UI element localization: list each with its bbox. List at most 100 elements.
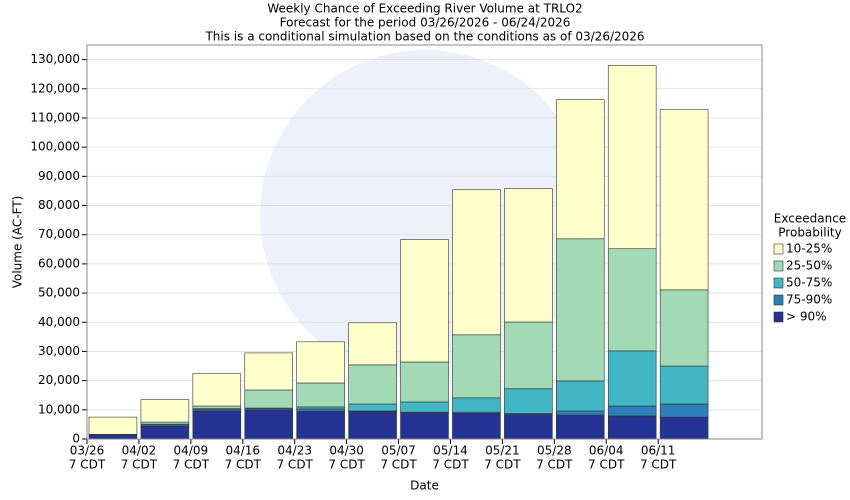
bar-segment <box>296 410 345 440</box>
bar-segment <box>348 322 397 366</box>
bar-segment <box>192 373 242 407</box>
bar-segment <box>504 188 553 323</box>
legend-label: > 90% <box>786 310 827 324</box>
legend-label: 25-50% <box>786 259 832 273</box>
bar-segment <box>88 416 138 435</box>
x-tick-sublabel: 7 CDT <box>121 458 158 472</box>
bar-segment <box>140 426 190 440</box>
x-axis-label: Date <box>410 479 439 493</box>
bar-segment <box>607 415 657 440</box>
x-tick-label: 05/14 <box>433 444 468 458</box>
y-tick-label: 30,000 <box>38 344 80 358</box>
x-tick-label: 06/11 <box>641 444 676 458</box>
bar-segment <box>556 99 605 240</box>
bar-segment <box>504 413 553 440</box>
x-tick-label: 04/23 <box>277 444 312 458</box>
bar-segment <box>556 414 605 440</box>
x-tick-sublabel: 7 CDT <box>225 458 262 472</box>
bar-segment <box>607 405 657 417</box>
bar-segment <box>659 403 709 418</box>
legend-label: 75-90% <box>786 293 832 307</box>
y-tick-label: 10,000 <box>38 402 80 416</box>
chart-title: This is a conditional simulation based o… <box>204 30 644 44</box>
bar-segment <box>400 361 449 403</box>
x-tick-label: 04/16 <box>225 444 260 458</box>
bar-segment <box>192 410 242 440</box>
y-tick-label: 0 <box>72 432 80 446</box>
bar-segment <box>607 248 657 352</box>
y-tick-label: 130,000 <box>30 52 80 66</box>
y-tick-label: 90,000 <box>38 169 80 183</box>
bar-segment <box>607 350 657 407</box>
x-tick-label: 05/28 <box>537 444 572 458</box>
bar-segment <box>140 421 190 425</box>
bar-segment <box>400 239 449 363</box>
bar-segment <box>88 434 138 440</box>
y-tick-label: 110,000 <box>30 110 80 124</box>
bar-segment <box>659 365 709 405</box>
bar-segment <box>296 341 345 384</box>
plot-frame <box>86 44 763 440</box>
bar-segment <box>452 397 501 413</box>
bar-segment <box>244 352 293 391</box>
x-tick-label: 05/07 <box>381 444 416 458</box>
x-tick-sublabel: 7 CDT <box>173 458 210 472</box>
legend-swatch <box>773 260 784 272</box>
y-tick-label: 80,000 <box>38 198 80 212</box>
x-tick-sublabel: 7 CDT <box>536 458 573 472</box>
bar-segment <box>556 410 605 416</box>
y-tick-label: 60,000 <box>38 256 80 270</box>
x-tick-sublabel: 7 CDT <box>588 458 625 472</box>
x-tick-sublabel: 7 CDT <box>69 458 106 472</box>
bar-segment <box>400 401 449 413</box>
legend-swatch <box>773 294 784 306</box>
bar-segment <box>556 380 605 412</box>
legend-title: Exceedance <box>774 212 846 226</box>
y-tick-label: 70,000 <box>38 227 80 241</box>
x-tick-sublabel: 7 CDT <box>380 458 417 472</box>
legend-label: 10-25% <box>786 242 832 256</box>
legend-swatch <box>773 311 784 323</box>
bar-segment <box>400 412 449 440</box>
x-tick-label: 04/02 <box>122 444 157 458</box>
y-tick-label: 100,000 <box>30 140 80 154</box>
x-tick-label: 04/30 <box>329 444 364 458</box>
y-tick-label: 40,000 <box>38 315 80 329</box>
bar-segment <box>659 109 709 291</box>
bar-segment <box>296 382 345 408</box>
y-tick-label: 20,000 <box>38 373 80 387</box>
x-tick-sublabel: 7 CDT <box>328 458 365 472</box>
legend-swatch <box>773 277 784 289</box>
bar-segment <box>659 289 709 367</box>
bar-segment <box>140 399 190 423</box>
y-axis-label: Volume (AC-FT) <box>11 196 25 289</box>
bar-segment <box>348 364 397 405</box>
bar-segment <box>348 411 397 440</box>
bar-segment <box>348 403 397 412</box>
x-tick-sublabel: 7 CDT <box>432 458 469 472</box>
bar-segment <box>452 189 501 336</box>
bar-segment <box>296 408 345 412</box>
bar-segment <box>244 409 293 440</box>
x-tick-sublabel: 7 CDT <box>484 458 521 472</box>
bar-segment <box>244 389 293 409</box>
bar-segment <box>504 321 553 390</box>
legend-swatch <box>773 243 784 255</box>
x-tick-label: 06/04 <box>589 444 624 458</box>
legend-title: Probability <box>778 226 841 240</box>
x-tick-label: 03/26 <box>70 444 105 458</box>
bar-segment <box>452 413 501 440</box>
y-tick-label: 50,000 <box>38 286 80 300</box>
x-tick-sublabel: 7 CDT <box>276 458 313 472</box>
x-tick-label: 04/09 <box>174 444 209 458</box>
x-tick-sublabel: 7 CDT <box>640 458 677 472</box>
legend-label: 50-75% <box>786 276 832 290</box>
bar-segment <box>556 238 605 382</box>
x-tick-label: 05/21 <box>485 444 520 458</box>
bar-segment <box>607 65 657 250</box>
bar-segment <box>192 405 242 409</box>
chart-title: Forecast for the period 03/26/2026 - 06/… <box>280 16 571 30</box>
bar-segment <box>659 416 709 440</box>
bar-segment <box>504 388 553 414</box>
